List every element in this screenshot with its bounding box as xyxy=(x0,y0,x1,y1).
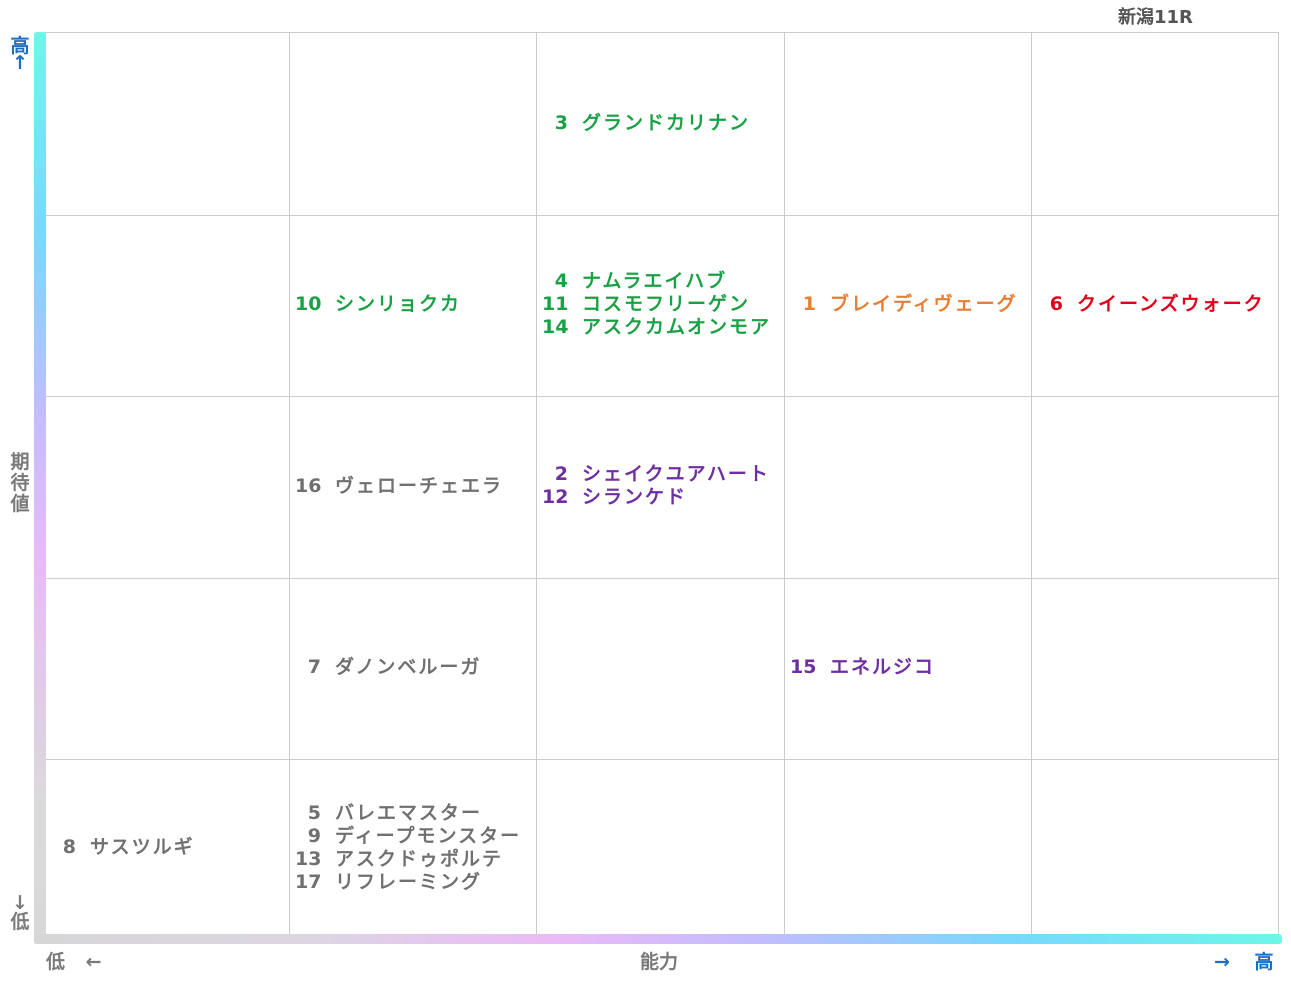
horse-number: 1 xyxy=(802,293,816,315)
x-high-label: → 高 xyxy=(1214,952,1274,973)
horse-entry: 5 バレエマスター xyxy=(295,802,521,825)
horse-name: シェイクユアハート xyxy=(582,463,770,485)
horse-entry: 11 コスモフリーゲン xyxy=(542,293,771,316)
horse-entry: 3 グランドカリナン xyxy=(542,112,750,135)
horse-entry: 16 ヴェローチェエラ xyxy=(295,475,503,498)
y-axis-title: 期待値 xyxy=(10,452,30,515)
horse-name: ダノンベルーガ xyxy=(335,656,482,678)
y-axis-title-char: 期 xyxy=(10,451,30,473)
horse-number: 13 xyxy=(295,848,322,870)
horse-entry: 7 ダノンベルーガ xyxy=(295,656,481,679)
horse-name: サスツルギ xyxy=(90,836,195,858)
horse-entry: 12 シランケド xyxy=(542,486,770,509)
matrix-cell: 4 ナムラエイハブ 11 コスモフリーゲン 14 アスクカムオンモア xyxy=(542,270,771,339)
horse-number: 12 xyxy=(542,486,569,508)
x-low-text: 低 xyxy=(46,951,66,973)
matrix-cell: 6 クイーンズウォーク xyxy=(1037,293,1265,316)
matrix-cell: 15 エネルジコ xyxy=(790,656,935,679)
horse-name: アスクドゥポルテ xyxy=(335,848,504,870)
horse-name: ナムラエイハブ xyxy=(582,270,728,292)
y-axis-title-char: 値 xyxy=(10,492,30,515)
x-left-arrow-icon: ← xyxy=(85,951,102,973)
race-title: 新潟11R xyxy=(1118,7,1193,28)
horse-entry: 8 サスツルギ xyxy=(50,836,195,859)
horse-number: 3 xyxy=(554,112,568,134)
horse-entry: 13 アスクドゥポルテ xyxy=(295,848,521,871)
horse-number: 10 xyxy=(295,293,322,315)
matrix-grid xyxy=(44,32,1279,937)
horse-name: アスクカムオンモア xyxy=(582,316,772,338)
horse-name: シランケド xyxy=(582,486,688,508)
horse-entry: 17 リフレーミング xyxy=(295,871,521,894)
y-high-text: 高 xyxy=(10,35,30,57)
horse-number: 9 xyxy=(307,825,321,847)
horse-name: シンリョクカ xyxy=(335,293,462,315)
horse-name: コスモフリーゲン xyxy=(582,293,751,315)
horse-entry: 1 ブレイディヴェーグ xyxy=(790,293,1018,316)
matrix-cell: 5 バレエマスター 9 ディープモンスター 13 アスクドゥポルテ 17 リフレーミング xyxy=(295,802,521,894)
matrix-cell: 7 ダノンベルーガ xyxy=(295,656,481,679)
y-axis-bar xyxy=(34,32,46,944)
horse-number: 15 xyxy=(790,656,817,678)
x-right-arrow-icon: → xyxy=(1214,951,1230,973)
y-down-arrow-icon: ↓ xyxy=(12,892,28,914)
horse-name: グランドカリナン xyxy=(582,112,751,134)
matrix-cell: 3 グランドカリナン xyxy=(542,112,750,135)
horse-entry: 9 ディープモンスター xyxy=(295,825,521,848)
grid-column-line xyxy=(536,33,537,937)
grid-column-line xyxy=(289,33,290,937)
grid-row-line xyxy=(44,396,1278,397)
horse-number: 2 xyxy=(554,463,568,485)
horse-number: 8 xyxy=(62,836,76,858)
grid-column-line xyxy=(784,33,785,937)
x-axis-title: 能力 xyxy=(640,951,679,973)
horse-number: 14 xyxy=(542,316,569,338)
horse-number: 16 xyxy=(295,475,322,497)
horse-name: ブレイディヴェーグ xyxy=(830,293,1018,315)
horse-name: ディープモンスター xyxy=(335,825,522,847)
y-axis-title-char: 待 xyxy=(10,471,30,494)
grid-row-line xyxy=(44,578,1278,579)
horse-number: 11 xyxy=(542,293,569,315)
horse-entry: 15 エネルジコ xyxy=(790,656,935,679)
horse-entry: 6 クイーンズウォーク xyxy=(1037,293,1265,316)
horse-name: リフレーミング xyxy=(335,871,483,893)
horse-name: クイーンズウォーク xyxy=(1077,293,1265,315)
horse-number: 6 xyxy=(1049,293,1063,315)
horse-entry: 4 ナムラエイハブ xyxy=(542,270,771,293)
x-axis-bar xyxy=(34,934,1282,944)
x-high-text: 高 xyxy=(1254,951,1274,973)
y-up-arrow-icon: ↑ xyxy=(12,51,28,74)
y-low-label: ↓ 低 xyxy=(10,893,30,933)
y-low-text: 低 xyxy=(10,910,30,933)
grid-column-line xyxy=(1031,33,1032,937)
y-high-label: 高 ↑ xyxy=(10,36,30,74)
horse-name: エネルジコ xyxy=(830,656,936,678)
grid-row-line xyxy=(44,215,1278,216)
horse-number: 5 xyxy=(307,802,321,824)
horse-name: ヴェローチェエラ xyxy=(335,475,504,497)
horse-number: 4 xyxy=(554,270,568,292)
horse-name: バレエマスター xyxy=(335,802,483,824)
matrix-cell: 10 シンリョクカ xyxy=(295,293,461,316)
horse-entry: 14 アスクカムオンモア xyxy=(542,316,771,339)
horse-number: 17 xyxy=(295,871,322,893)
matrix-cell: 16 ヴェローチェエラ xyxy=(295,475,503,498)
x-low-label: 低 ← xyxy=(46,952,102,973)
matrix-cell: 1 ブレイディヴェーグ xyxy=(790,293,1018,316)
grid-row-line xyxy=(44,759,1278,760)
horse-number: 7 xyxy=(307,656,321,678)
matrix-cell: 8 サスツルギ xyxy=(50,836,195,859)
horse-entry: 10 シンリョクカ xyxy=(295,293,461,316)
horse-entry: 2 シェイクユアハート xyxy=(542,463,770,486)
matrix-cell: 2 シェイクユアハート 12 シランケド xyxy=(542,463,770,509)
